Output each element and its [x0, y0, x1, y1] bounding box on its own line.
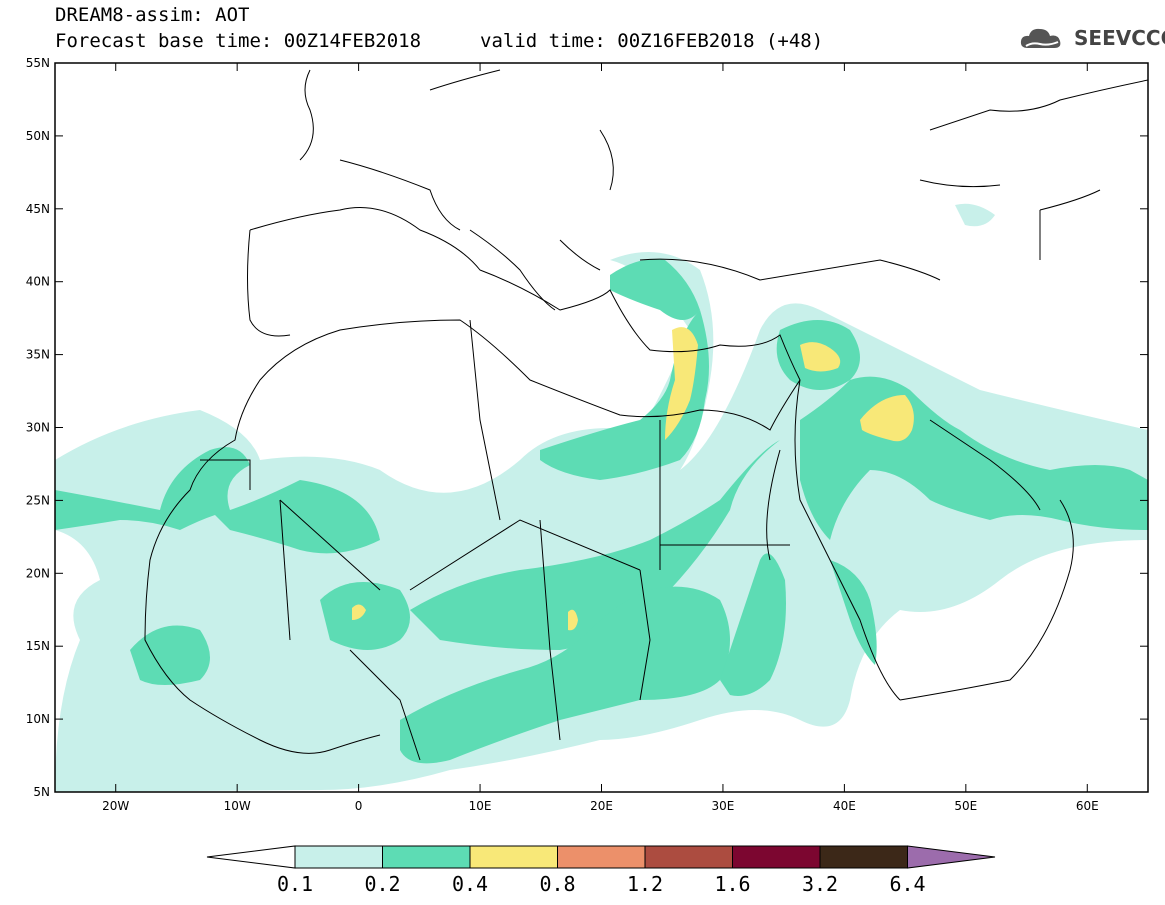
seevccc-logo: SEEVCCC	[1018, 24, 1165, 52]
lat-label: 15N	[26, 639, 50, 653]
latitude-labels: 55N 50N 45N 40N 35N 30N 25N 20N 15N 10N 5N	[26, 56, 50, 799]
lon-label: 10W	[224, 799, 251, 813]
colorbar-level-label: 1.2	[626, 872, 664, 896]
lat-label: 40N	[26, 275, 50, 289]
colorbar-level-label: 0.2	[364, 872, 401, 896]
colorbar-level-label: 1.6	[714, 872, 751, 896]
cloud-icon	[1020, 28, 1064, 51]
colorbar	[206, 845, 996, 869]
lat-label: 10N	[26, 712, 50, 726]
colorbar-bin	[644, 845, 733, 869]
axis-ticks	[55, 62, 1148, 793]
forecast-base-time: Forecast base time: 00Z14FEB2018	[55, 30, 422, 52]
logo-text: SEEVCCC	[1074, 26, 1165, 50]
lat-label: 55N	[26, 56, 50, 70]
map-title: DREAM8-assim: AOT	[55, 4, 250, 26]
colorbar-level-label: 6.4	[889, 872, 926, 896]
lat-label: 50N	[26, 129, 50, 143]
colorbar-bin	[382, 845, 471, 869]
lon-label: 0	[355, 799, 363, 813]
lon-label: 30E	[712, 799, 735, 813]
colorbar-level-label: 0.8	[539, 872, 576, 896]
colorbar-bin	[557, 845, 646, 869]
lon-label: 50E	[954, 799, 977, 813]
colorbar-bin	[469, 845, 558, 869]
lat-label: 20N	[26, 566, 50, 580]
country-borders	[144, 69, 1148, 761]
colorbar-level-label: 0.4	[451, 872, 489, 896]
colorbar-bin	[732, 845, 821, 869]
colorbar-level-label: 3.2	[801, 872, 839, 896]
lon-label: 10E	[469, 799, 492, 813]
lat-label: 25N	[26, 493, 50, 507]
lat-label: 35N	[26, 348, 50, 362]
colorbar-over-arrow	[907, 845, 996, 869]
colorbar-bin	[294, 845, 383, 869]
valid-time: valid time: 00Z16FEB2018 (+48)	[480, 30, 824, 52]
lon-label: 60E	[1076, 799, 1099, 813]
lat-label: 30N	[26, 421, 50, 435]
colorbar-bin	[819, 845, 908, 869]
lon-label: 20E	[590, 799, 613, 813]
lat-label: 5N	[33, 785, 50, 799]
lon-label: 20W	[102, 799, 129, 813]
colorbar-under-arrow	[206, 845, 296, 869]
lon-label: 40E	[833, 799, 856, 813]
aot-0.4-contour	[352, 327, 914, 631]
lat-label: 45N	[26, 202, 50, 216]
colorbar-level-label: 0.1	[276, 872, 314, 896]
longitude-labels: 20W 10W 0 10E 20E 30E 40E 50E 60E	[102, 799, 1099, 813]
